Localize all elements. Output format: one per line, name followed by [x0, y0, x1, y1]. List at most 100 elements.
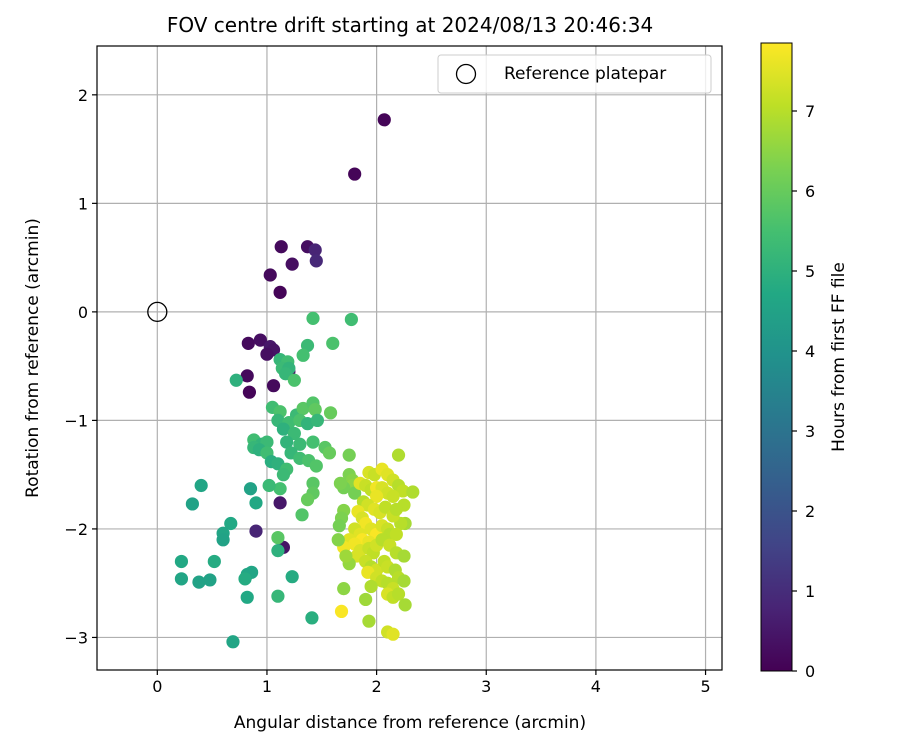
grid — [97, 46, 722, 670]
data-point — [377, 113, 391, 127]
data-point — [348, 167, 362, 181]
data-point — [306, 311, 320, 325]
x-tick-label: 5 — [700, 677, 710, 696]
legend: Reference platepar — [437, 54, 712, 94]
data-point — [391, 448, 406, 462]
x-tick-label: 0 — [152, 677, 162, 696]
data-point — [242, 385, 257, 399]
data-point — [262, 478, 276, 493]
data-point — [337, 582, 351, 596]
data-point — [224, 516, 238, 531]
data-point — [273, 496, 287, 510]
data-point — [276, 422, 291, 436]
data-point — [398, 598, 412, 612]
data-point — [274, 240, 288, 254]
data-point — [280, 435, 294, 449]
data-point — [397, 574, 411, 588]
data-point — [306, 476, 320, 490]
colorbar-tick-label: 2 — [805, 502, 815, 521]
data-point — [185, 497, 199, 511]
data-point — [192, 575, 206, 589]
x-tick-label: 3 — [481, 677, 491, 696]
data-point — [295, 508, 309, 522]
colorbar: 0 1 2 3 4 5 6 7 Hours from first FF file — [760, 42, 849, 681]
axis-ticks: 0 1 2 3 4 5 −3 −2 −1 0 1 2 — [64, 86, 710, 696]
data-points — [174, 113, 420, 649]
data-point — [243, 482, 258, 496]
y-tick-label: −2 — [64, 520, 88, 539]
data-point — [271, 544, 285, 558]
x-axis-label: Angular distance from reference (arcmin) — [234, 713, 586, 733]
data-point — [207, 554, 221, 569]
y-tick-label: −3 — [64, 628, 88, 647]
data-point — [305, 611, 319, 625]
data-point — [249, 524, 263, 538]
chart-title: FOV centre drift starting at 2024/08/13 … — [167, 13, 653, 37]
data-point — [326, 336, 340, 350]
data-point — [273, 482, 287, 496]
data-point — [216, 533, 230, 547]
plot-frame — [96, 45, 723, 671]
colorbar-tick-label: 6 — [805, 182, 815, 201]
data-point — [174, 572, 189, 586]
data-point — [287, 373, 301, 387]
x-tick-label: 2 — [372, 677, 382, 696]
data-point — [249, 496, 263, 510]
data-point — [386, 489, 400, 503]
data-point — [263, 268, 277, 282]
y-axis-label: Rotation from reference (arcmin) — [23, 218, 43, 498]
colorbar-tick-label: 1 — [805, 582, 815, 601]
data-point — [344, 312, 358, 327]
data-point — [406, 485, 420, 499]
data-point — [296, 348, 310, 362]
data-point — [226, 635, 240, 649]
legend-marker-reference-icon — [455, 63, 477, 85]
legend-box — [437, 54, 712, 94]
data-point — [306, 435, 320, 449]
data-point — [203, 573, 217, 587]
data-point — [334, 604, 349, 618]
reference-platepar-marker — [147, 301, 168, 323]
data-point — [273, 285, 287, 299]
data-point — [359, 592, 373, 607]
data-point — [308, 243, 322, 257]
data-point — [308, 402, 322, 417]
y-tick-label: 1 — [78, 194, 88, 213]
colorbar-label: Hours from first FF file — [829, 262, 849, 452]
x-tick-label: 1 — [262, 677, 272, 696]
data-point — [276, 468, 291, 482]
data-point — [287, 426, 301, 441]
data-point — [194, 478, 208, 493]
data-point — [364, 579, 378, 594]
data-point — [296, 401, 310, 416]
data-point — [310, 413, 324, 427]
data-point — [240, 369, 254, 383]
data-point — [389, 502, 403, 516]
y-tick-label: 0 — [78, 303, 88, 322]
data-point — [253, 333, 267, 347]
data-point — [285, 570, 299, 584]
data-point — [391, 587, 406, 601]
data-point — [389, 527, 403, 541]
data-point — [229, 373, 243, 387]
colorbar-tick-label: 3 — [805, 422, 815, 441]
data-point — [362, 614, 376, 628]
colorbar-tick-label: 7 — [805, 102, 815, 121]
data-point — [386, 627, 400, 641]
data-point — [240, 590, 254, 604]
x-tick-label: 4 — [591, 677, 601, 696]
data-point — [370, 489, 384, 503]
data-point — [271, 531, 285, 545]
data-point — [285, 257, 299, 271]
data-point — [238, 572, 252, 586]
colorbar-tick-label: 0 — [805, 662, 815, 681]
data-point — [309, 459, 323, 473]
data-point — [293, 437, 307, 451]
data-point — [309, 254, 323, 268]
colorbar-tick-label: 4 — [805, 342, 815, 361]
y-tick-label: 2 — [78, 86, 88, 105]
data-point — [378, 500, 392, 514]
data-point — [271, 589, 285, 603]
colorbar-ticks: 0 1 2 3 4 5 6 7 — [792, 102, 815, 681]
